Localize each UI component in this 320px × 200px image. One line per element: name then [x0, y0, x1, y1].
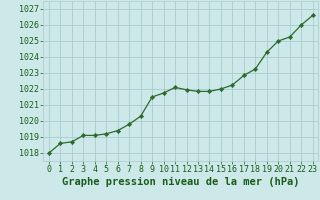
X-axis label: Graphe pression niveau de la mer (hPa): Graphe pression niveau de la mer (hPa) [62, 177, 300, 187]
